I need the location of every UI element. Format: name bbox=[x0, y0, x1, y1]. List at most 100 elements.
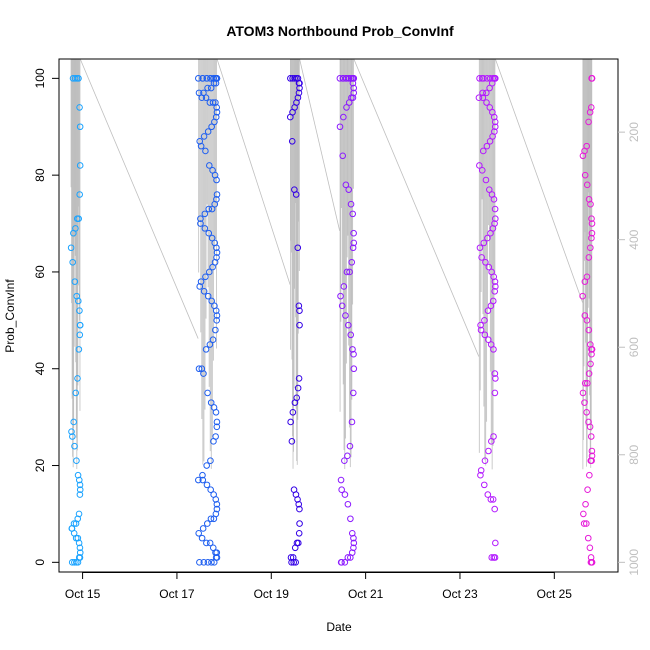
data-point bbox=[68, 559, 76, 566]
data-point bbox=[484, 491, 492, 498]
data-point bbox=[492, 375, 499, 382]
data-point bbox=[350, 229, 357, 237]
data-point bbox=[337, 559, 345, 566]
data-point bbox=[200, 370, 207, 377]
data-point bbox=[207, 515, 215, 523]
data-point bbox=[204, 389, 211, 397]
data-point bbox=[491, 505, 499, 513]
data-point bbox=[580, 520, 588, 527]
data-point bbox=[75, 75, 82, 82]
data-point bbox=[71, 75, 79, 82]
data-point bbox=[483, 99, 490, 106]
data-point bbox=[579, 152, 587, 160]
data-point bbox=[201, 210, 209, 218]
data-point bbox=[349, 210, 357, 218]
data-point bbox=[587, 104, 595, 111]
x-tick-label: Oct 21 bbox=[348, 587, 384, 601]
data-point bbox=[199, 471, 206, 479]
data-point bbox=[76, 162, 84, 169]
data-point bbox=[210, 79, 218, 87]
data-point bbox=[288, 438, 296, 445]
data-point bbox=[490, 196, 498, 203]
y-tick-label: 0 bbox=[33, 559, 47, 566]
x-axis: Oct 15 Oct 17 Oct 19 Oct 21 Oct 23 Oct 25 bbox=[65, 572, 572, 601]
data-point bbox=[199, 476, 207, 484]
data-point bbox=[337, 476, 345, 484]
data-point bbox=[207, 399, 215, 406]
data-point bbox=[340, 113, 347, 121]
data-point bbox=[484, 234, 491, 242]
data-point bbox=[213, 312, 221, 319]
data-point bbox=[478, 167, 486, 174]
data-point bbox=[480, 75, 487, 82]
data-point bbox=[199, 525, 207, 532]
data-point bbox=[213, 176, 220, 184]
y2-tick-label: 200 bbox=[627, 122, 641, 142]
data-point bbox=[286, 113, 294, 121]
data-point bbox=[348, 258, 356, 266]
data-point bbox=[209, 336, 217, 343]
data-point bbox=[479, 89, 486, 97]
data-point bbox=[588, 234, 595, 242]
data-point bbox=[586, 471, 593, 479]
data-point bbox=[198, 94, 206, 102]
data-point bbox=[213, 423, 221, 431]
connector-line bbox=[299, 58, 341, 231]
data-point bbox=[206, 539, 214, 547]
data-point bbox=[70, 229, 77, 237]
data-point bbox=[208, 297, 215, 305]
data-point bbox=[195, 365, 203, 373]
data-point bbox=[349, 79, 357, 87]
data-point bbox=[344, 452, 351, 460]
data-point bbox=[210, 515, 218, 523]
data-point bbox=[487, 302, 495, 310]
x-tick-label: Oct 17 bbox=[159, 587, 195, 601]
data-point bbox=[206, 162, 213, 169]
data-point bbox=[341, 457, 348, 464]
data-point bbox=[486, 84, 493, 92]
data-point bbox=[491, 123, 499, 131]
data-point bbox=[199, 75, 206, 82]
data-point bbox=[347, 554, 354, 561]
data-point bbox=[349, 346, 356, 353]
data-point bbox=[197, 215, 204, 223]
data-point bbox=[480, 481, 488, 489]
data-point bbox=[195, 529, 202, 537]
data-point bbox=[482, 176, 490, 184]
data-point bbox=[202, 346, 210, 353]
data-point bbox=[487, 496, 495, 503]
data-point bbox=[73, 215, 81, 223]
data-point bbox=[581, 379, 589, 387]
data-point bbox=[588, 215, 595, 223]
data-point bbox=[208, 123, 215, 131]
data-point bbox=[491, 205, 499, 213]
y2-tick-label: 1000 bbox=[627, 549, 641, 576]
data-point bbox=[475, 94, 483, 102]
data-point bbox=[344, 500, 352, 508]
data-point bbox=[337, 292, 344, 300]
x-tick-label: Oct 23 bbox=[442, 587, 478, 601]
data-point bbox=[587, 244, 594, 252]
y-tick-label: 80 bbox=[33, 168, 47, 182]
data-point bbox=[492, 539, 499, 547]
data-point bbox=[213, 549, 221, 556]
data-point bbox=[204, 292, 212, 300]
data-point bbox=[579, 389, 587, 397]
data-point bbox=[72, 389, 80, 397]
data-point bbox=[491, 118, 499, 126]
data-point bbox=[203, 75, 211, 82]
data-point bbox=[588, 75, 596, 82]
data-point bbox=[477, 467, 485, 474]
y-tick-label: 100 bbox=[33, 68, 47, 88]
data-point bbox=[71, 278, 79, 285]
data-point bbox=[579, 292, 586, 300]
data-point bbox=[197, 220, 204, 227]
data-point bbox=[583, 520, 590, 527]
data-point bbox=[76, 481, 84, 489]
data-point bbox=[586, 544, 594, 552]
data-point bbox=[207, 84, 215, 92]
data-point bbox=[203, 539, 210, 547]
data-point bbox=[290, 559, 298, 566]
data-point bbox=[75, 554, 83, 561]
data-point bbox=[476, 244, 484, 252]
